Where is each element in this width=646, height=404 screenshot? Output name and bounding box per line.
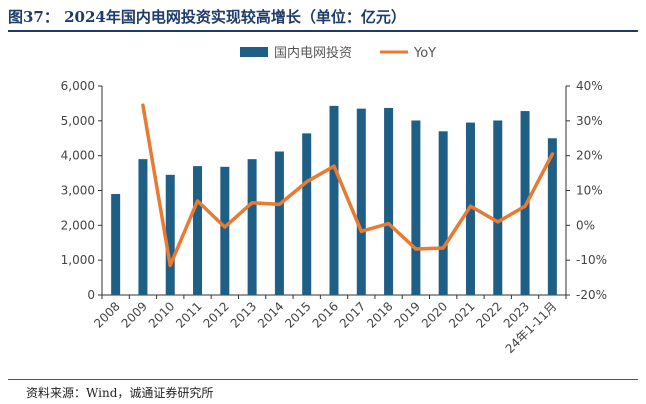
figure-title-bar: 图37： 2024年国内电网投资实现较高增长（单位：亿元） — [8, 4, 638, 32]
x-axis-label: 2018 — [364, 299, 395, 330]
combo-chart: 国内电网投资 YoY 0 1,000 2,000 3,000 4,000 5,000 6,000… — [61, 45, 607, 356]
bar-2008 — [111, 193, 121, 295]
source-note: 资料来源：Wind，诚通证券研究所 — [26, 386, 214, 400]
bar-2015 — [302, 133, 312, 295]
right-axis-tick-label: -10% — [576, 253, 607, 267]
x-axis-label: 2017 — [337, 299, 368, 330]
left-axis-tick-label: 6,000 — [61, 79, 95, 93]
x-axis-label: 2019 — [392, 299, 423, 330]
left-axis-tick-label: 0 — [87, 288, 95, 302]
bar-2018 — [384, 107, 394, 295]
x-axis-label: 2022 — [473, 299, 504, 330]
bar-2019 — [411, 120, 421, 295]
bar-24年1-11月 — [547, 138, 557, 295]
bar-2022 — [493, 120, 503, 295]
x-axis-label: 2015 — [282, 299, 313, 330]
bar-2014 — [274, 151, 284, 295]
right-axis-tick-label: 40% — [576, 79, 603, 93]
bar-2013 — [247, 159, 257, 295]
left-axis-tick-label: 5,000 — [61, 114, 95, 128]
x-axis-label: 2008 — [91, 299, 122, 330]
title-divider — [8, 30, 638, 32]
x-axis-label: 2020 — [419, 299, 450, 330]
x-axis-label: 2010 — [146, 299, 177, 330]
bar-2009 — [138, 159, 148, 295]
bar-2016 — [329, 105, 339, 295]
bar-2010 — [165, 174, 175, 295]
x-axis-label: 2013 — [228, 299, 259, 330]
x-axis-label: 2011 — [173, 299, 204, 330]
bar-2011 — [193, 166, 203, 295]
left-axis-tick-label: 1,000 — [61, 253, 95, 267]
x-axis-label: 2012 — [200, 299, 231, 330]
yoy-line — [141, 103, 555, 268]
x-axis-label: 2009 — [119, 299, 150, 330]
right-axis-tick-label: -20% — [576, 288, 607, 302]
x-axis-label: 2014 — [255, 299, 286, 330]
bar-2012 — [220, 166, 230, 295]
right-axis-tick-label: 30% — [576, 114, 603, 128]
bar-2020 — [438, 131, 448, 295]
chart-area: 国内电网投资 YoY 0 1,000 2,000 3,000 4,000 5,000 6,000… — [0, 34, 646, 370]
source-divider — [8, 379, 638, 380]
legend-swatch-bars — [240, 47, 268, 57]
right-axis-tick-label: 0% — [576, 218, 595, 232]
right-axis-tick-label: 20% — [576, 149, 603, 163]
bar-2017 — [356, 108, 366, 296]
x-axis-label: 2016 — [310, 299, 341, 330]
legend-label-line: YoY — [413, 46, 436, 61]
left-axis-tick-label: 2,000 — [61, 218, 95, 232]
figure-title: 图37： 2024年国内电网投资实现较高增长（单位：亿元） — [8, 8, 406, 26]
left-axis-tick-label: 3,000 — [61, 184, 95, 198]
legend-label-bars: 国内电网投资 — [274, 45, 352, 61]
x-axis-label: 2021 — [446, 299, 477, 330]
right-axis-tick-label: 10% — [576, 184, 603, 198]
left-axis-tick-label: 4,000 — [61, 149, 95, 163]
